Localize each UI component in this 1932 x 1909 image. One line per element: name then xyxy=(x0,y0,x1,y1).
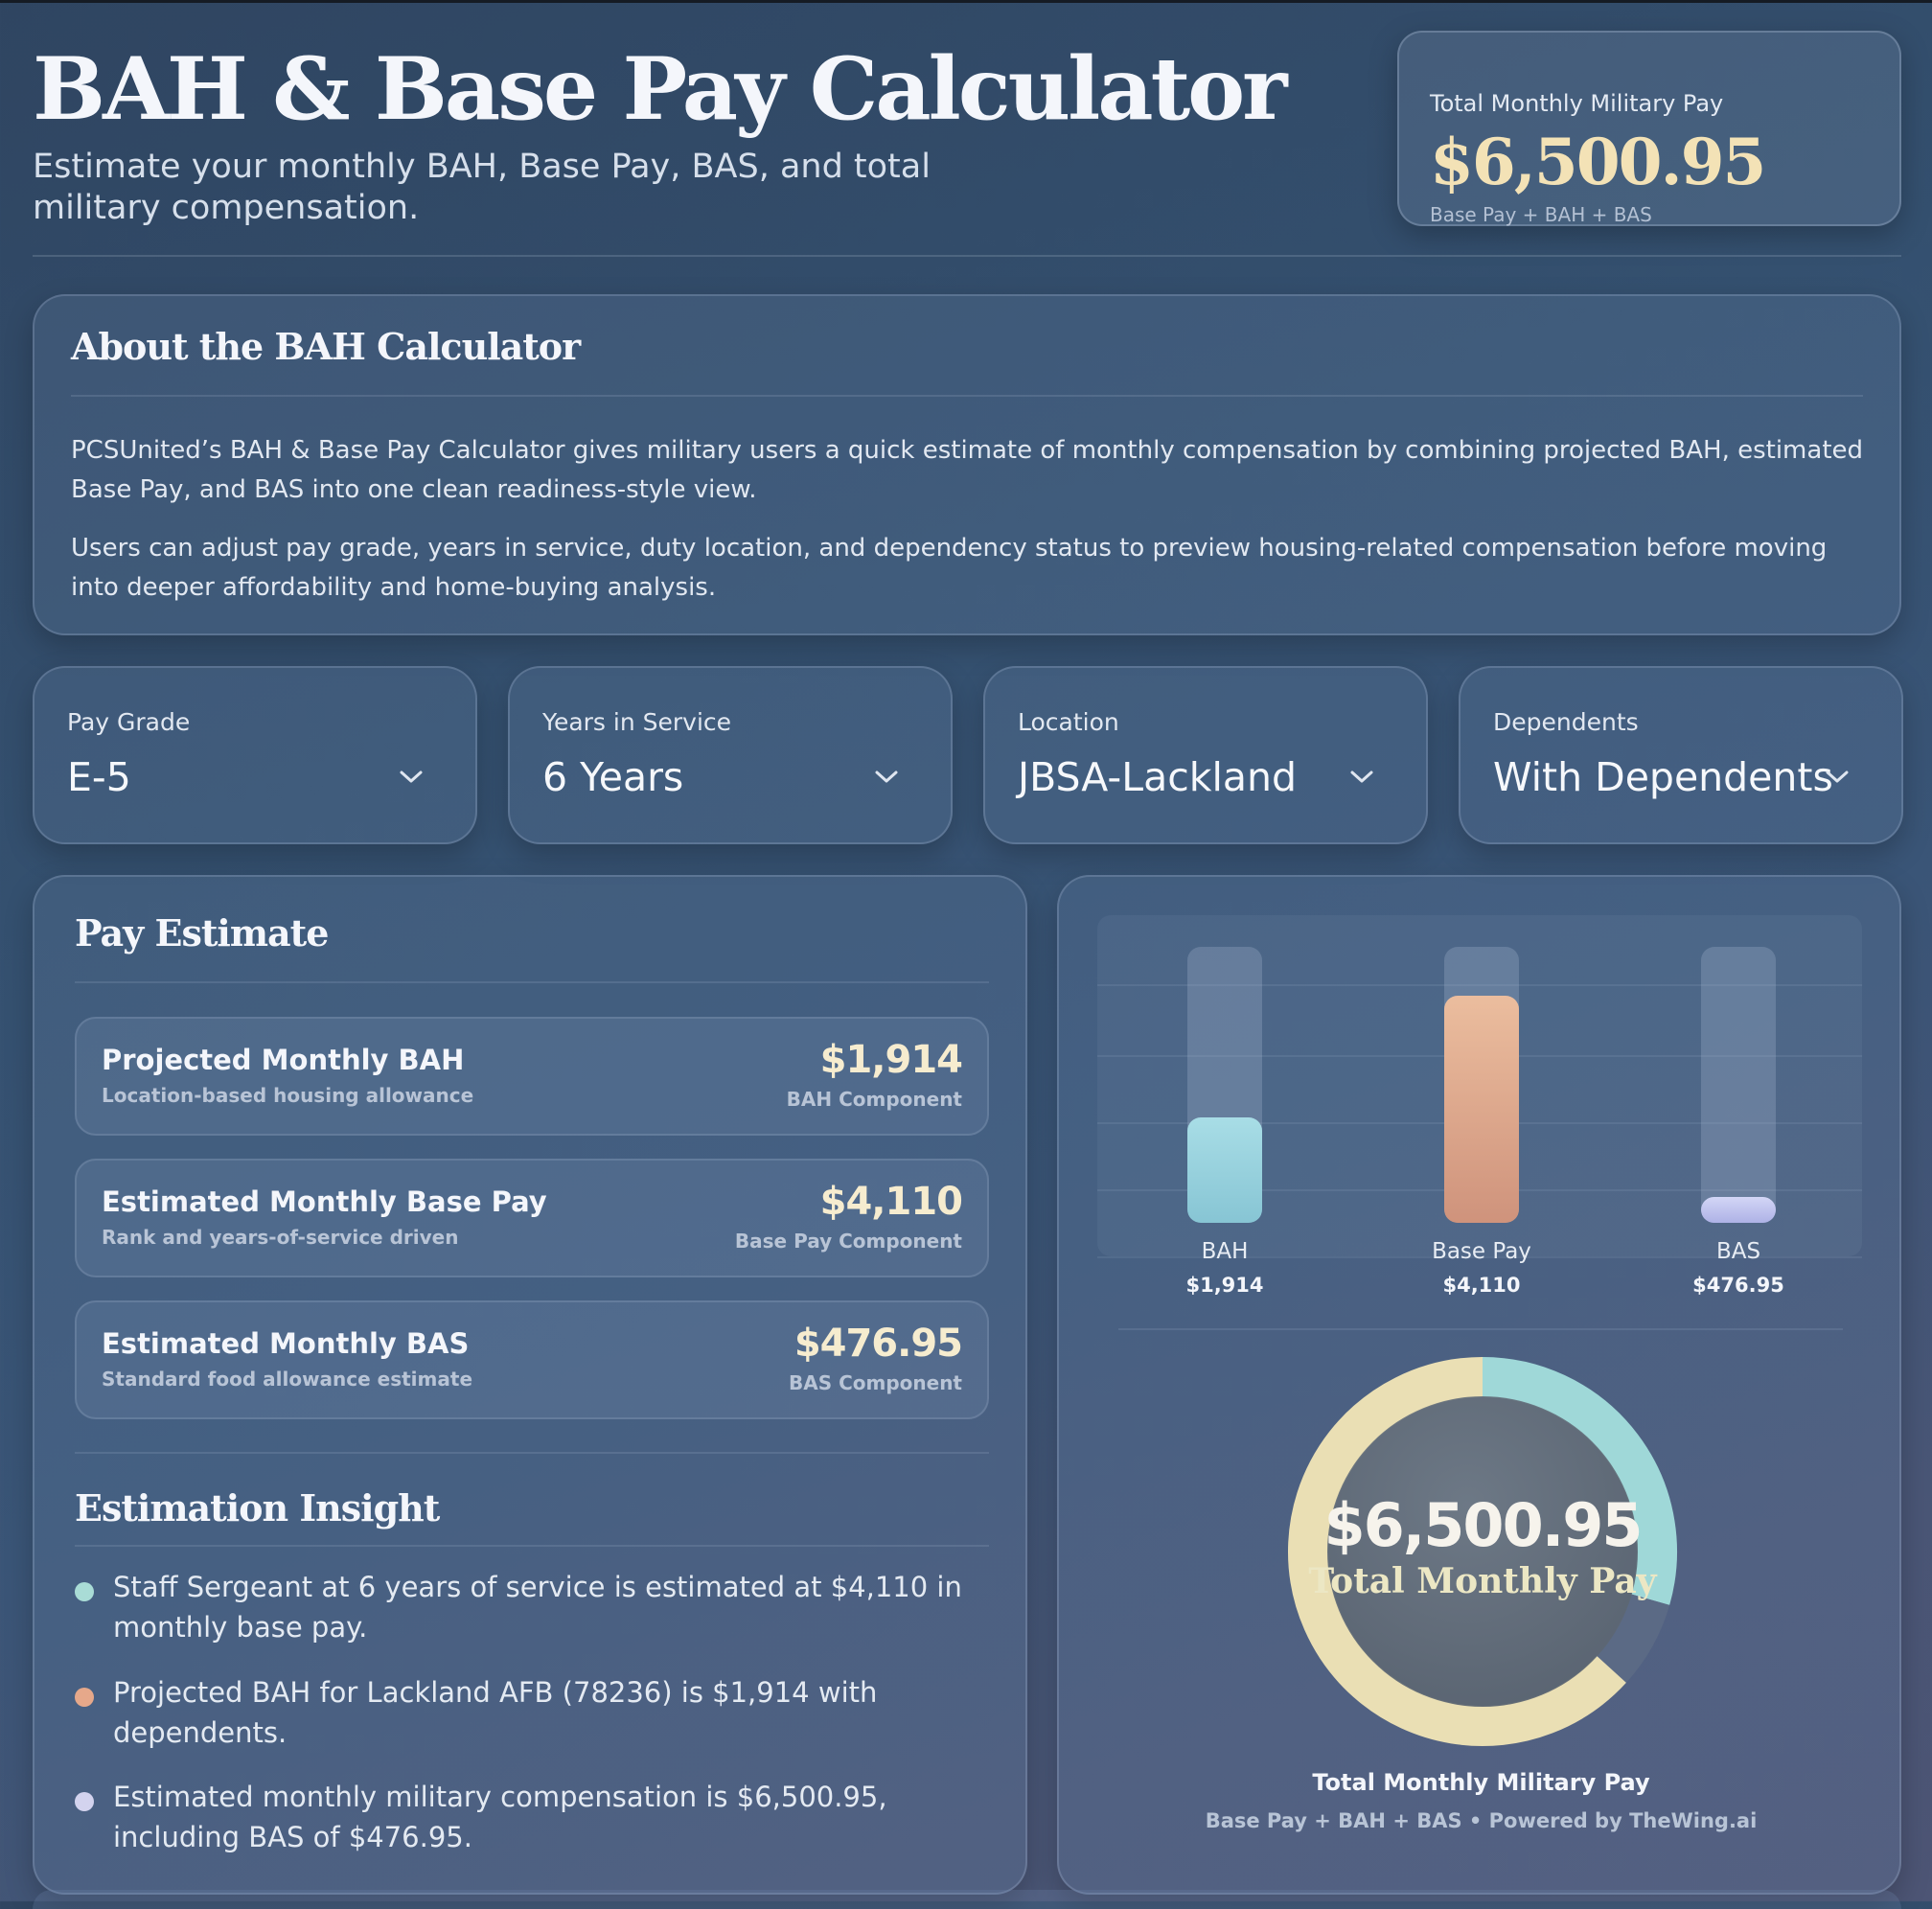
bar-value-label: $1,914 xyxy=(1185,1274,1264,1297)
base-pay-row: Estimated Monthly Base Pay Rank and year… xyxy=(75,1159,989,1277)
bullet-icon xyxy=(75,1792,94,1811)
donut-svg xyxy=(1288,1357,1677,1746)
total-pay-label: Total Monthly Military Pay xyxy=(1430,90,1724,117)
bar-category-label: BAS xyxy=(1715,1239,1761,1264)
insight-divider xyxy=(75,1545,989,1547)
base-pay-row-title: Estimated Monthly Base Pay xyxy=(102,1185,547,1218)
page-subtitle: Estimate your monthly BAH, Base Pay, BAS… xyxy=(33,148,931,227)
total-pay-card: Total Monthly Military Pay $6,500.95 Bas… xyxy=(1397,31,1901,226)
bar-category-label: BAH xyxy=(1201,1239,1249,1264)
donut-subcaption: Base Pay + BAH + BAS • Powered by TheWin… xyxy=(1205,1809,1758,1832)
insight-text: Estimated monthly military compensation … xyxy=(113,1781,887,1853)
donut-center-value: $6,500.95 xyxy=(1323,1490,1643,1560)
location-value: JBSA-Lackland xyxy=(1018,754,1298,800)
page-title: BAH & Base Pay Calculator xyxy=(33,38,1288,140)
bar-gridline xyxy=(1097,1256,1862,1258)
pay-estimate-card: Pay Estimate Projected Monthly BAH Locat… xyxy=(33,875,1027,1895)
years-in-service-value: 6 Years xyxy=(542,754,684,800)
about-title: About the BAH Calculator xyxy=(71,325,581,368)
bah-row-value: $1,914 xyxy=(819,1038,963,1082)
years-in-service-label: Years in Service xyxy=(542,708,732,736)
donut-segment-base-pay xyxy=(1288,1357,1626,1746)
total-pay-value: $6,500.95 xyxy=(1430,125,1766,199)
base-pay-row-component: Base Pay Component xyxy=(734,1230,962,1253)
bar-track xyxy=(1701,947,1776,1223)
chart-card: $6,500.95 Total Monthly Pay Total Monthl… xyxy=(1057,875,1901,1895)
pay-grade-select[interactable]: Pay Grade E-5 xyxy=(33,666,477,844)
dependents-select[interactable]: Dependents With Dependents xyxy=(1459,666,1903,844)
chevron-down-icon xyxy=(1350,770,1373,783)
insight-text: Staff Sergeant at 6 years of service is … xyxy=(113,1571,962,1644)
bar-value-label: $4,110 xyxy=(1442,1274,1521,1297)
header-divider xyxy=(33,255,1901,257)
dependents-value: With Dependents xyxy=(1493,754,1833,800)
base-pay-row-value: $4,110 xyxy=(819,1180,963,1224)
bah-row-component: BAH Component xyxy=(786,1088,962,1111)
location-label: Location xyxy=(1018,708,1119,736)
bas-row-title: Estimated Monthly BAS xyxy=(102,1327,470,1360)
bar-bah xyxy=(1187,1116,1262,1223)
about-paragraph-2: Users can adjust pay grade, years in ser… xyxy=(71,534,1828,602)
location-select[interactable]: Location JBSA-Lackland xyxy=(983,666,1428,844)
base-pay-row-desc: Rank and years-of-service driven xyxy=(102,1226,459,1249)
bah-row-title: Projected Monthly BAH xyxy=(102,1044,465,1076)
bar-gridline xyxy=(1097,984,1862,986)
donut-caption: Total Monthly Military Pay xyxy=(1312,1769,1650,1796)
chevron-down-icon xyxy=(1826,770,1849,783)
chart-divider xyxy=(1118,1328,1843,1330)
bas-row-component: BAS Component xyxy=(788,1371,962,1394)
pay-grade-label: Pay Grade xyxy=(67,708,191,736)
bullet-icon xyxy=(75,1688,94,1707)
donut-hole xyxy=(1327,1396,1638,1707)
pay-estimate-title: Pay Estimate xyxy=(75,911,329,954)
bah-row-desc: Location-based housing allowance xyxy=(102,1084,474,1107)
chevron-down-icon xyxy=(400,770,423,783)
insight-divider-top xyxy=(75,1452,989,1454)
about-divider xyxy=(71,395,1863,397)
bullet-icon xyxy=(75,1582,94,1601)
pay-grade-value: E-5 xyxy=(67,754,131,800)
bar-base-pay xyxy=(1444,996,1519,1223)
bas-row-desc: Standard food allowance estimate xyxy=(102,1368,473,1391)
next-card-edge xyxy=(33,1890,1901,1909)
about-card: About the BAH Calculator PCSUnited’s BAH… xyxy=(33,294,1901,635)
donut-segment-bah xyxy=(1482,1357,1677,1605)
bar-value-label: $476.95 xyxy=(1692,1274,1784,1297)
about-paragraph-1: PCSUnited’s BAH & Base Pay Calculator gi… xyxy=(71,436,1864,504)
donut-center-label: Total Monthly Pay xyxy=(1308,1561,1657,1601)
insight-title: Estimation Insight xyxy=(75,1486,440,1530)
bas-row: Estimated Monthly BAS Standard food allo… xyxy=(75,1300,989,1419)
bas-row-value: $476.95 xyxy=(794,1322,963,1366)
donut-segment-bas xyxy=(1596,1593,1670,1683)
total-pay-formula: Base Pay + BAH + BAS xyxy=(1430,203,1652,226)
donut-chart: $6,500.95 Total Monthly Pay xyxy=(1285,1354,1680,1749)
years-in-service-select[interactable]: Years in Service 6 Years xyxy=(508,666,953,844)
top-edge xyxy=(0,0,1932,3)
bar-bas xyxy=(1701,1196,1776,1223)
pay-estimate-divider xyxy=(75,981,989,983)
insight-text: Projected BAH for Lackland AFB (78236) i… xyxy=(113,1676,878,1749)
dependents-label: Dependents xyxy=(1493,708,1639,736)
bar-category-label: Base Pay xyxy=(1432,1239,1531,1264)
chevron-down-icon xyxy=(875,770,898,783)
bah-row: Projected Monthly BAH Location-based hou… xyxy=(75,1017,989,1136)
